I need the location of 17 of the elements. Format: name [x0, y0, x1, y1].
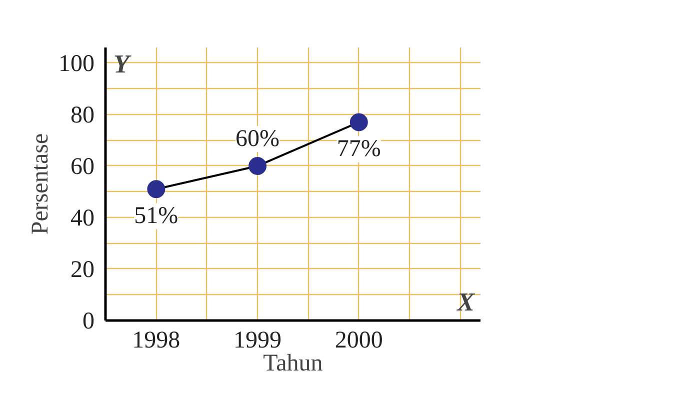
y-axis-title: Persentase: [28, 133, 54, 235]
x-tick-label: 1999: [234, 328, 282, 354]
data-label: 51%: [134, 203, 178, 230]
y-tick-label: 0: [82, 308, 94, 334]
y-tick-label: 20: [70, 256, 94, 283]
point: [248, 156, 267, 175]
point: [350, 113, 368, 132]
data-label: 60%: [236, 126, 280, 152]
y-tick-label: 60: [70, 154, 94, 180]
x-tick-label: 1998: [132, 328, 180, 354]
x-axis-title: Tahun: [263, 350, 323, 376]
point: [147, 180, 166, 198]
data-label: 77%: [336, 136, 381, 162]
y-tick-label: 40: [70, 205, 94, 232]
y-tick-label: 100: [58, 50, 94, 77]
y-tick-label: 80: [70, 102, 94, 128]
x-tick-label: 2000: [334, 328, 383, 354]
